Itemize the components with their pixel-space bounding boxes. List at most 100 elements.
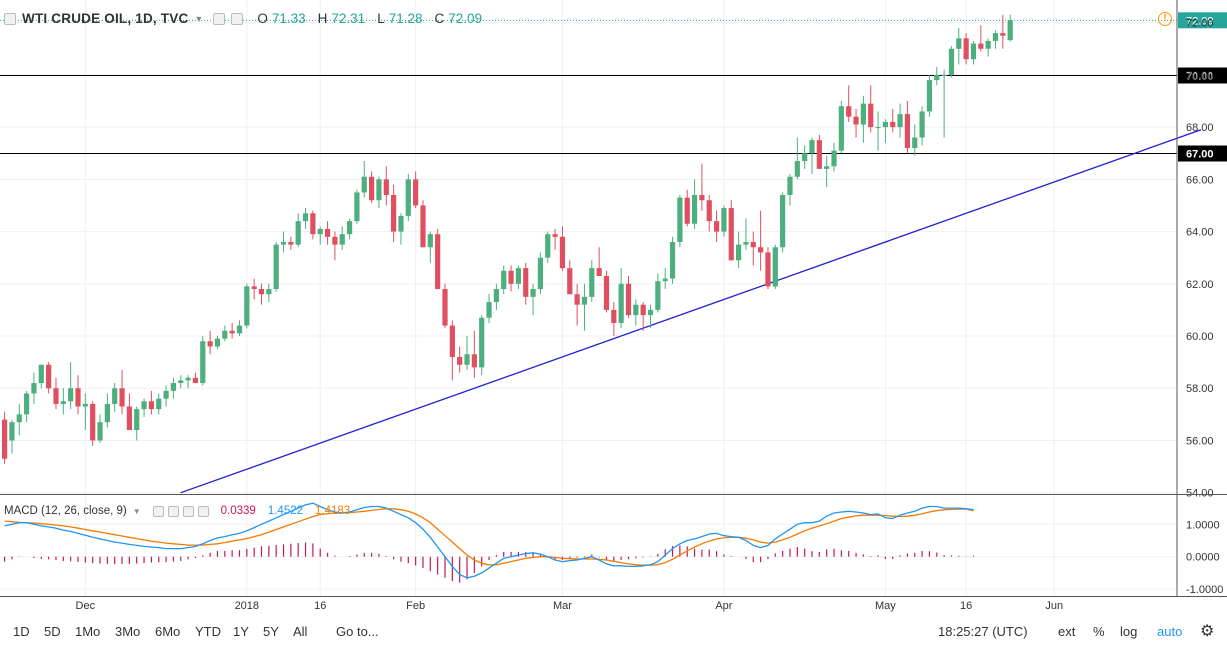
candle-body <box>391 195 397 232</box>
candle-body <box>970 43 977 60</box>
eye-icon[interactable] <box>152 505 164 517</box>
candle-body <box>90 403 96 441</box>
candle-body <box>200 341 206 384</box>
range-ytd-button[interactable]: YTD <box>195 624 221 639</box>
settings-gear-icon[interactable]: ⚙ <box>1200 623 1215 640</box>
goto-button[interactable]: Go to... <box>336 624 379 639</box>
settings-icon[interactable] <box>231 12 244 25</box>
range-1mo-button[interactable]: 1Mo <box>75 624 101 639</box>
candle-body <box>222 330 228 339</box>
last-price-label: 72.09 <box>1186 15 1214 27</box>
candle-body <box>31 383 37 394</box>
trendline-layer <box>180 129 1202 494</box>
macd-pane: 1.0000 0.0000 -1.0000 <box>0 502 1223 596</box>
y-tick-label: 72.00 <box>1186 18 1214 30</box>
candle-body <box>765 252 771 287</box>
y-tick-label: 62.00 <box>1186 279 1214 291</box>
x-tick-label: May <box>875 600 896 612</box>
open-value: 71.33 <box>271 11 306 26</box>
range-5d-button[interactable]: 5D <box>44 624 61 639</box>
candle-body <box>838 106 844 151</box>
candle-body <box>978 43 984 49</box>
candle-body <box>625 283 632 316</box>
eye-icon[interactable] <box>213 12 226 25</box>
macd-title[interactable]: MACD (12, 26, close, 9) <box>4 505 127 517</box>
y-tick-label: 56.00 <box>1186 435 1214 447</box>
candle-body <box>802 153 808 162</box>
level-price-label: 70.00 <box>1186 71 1214 83</box>
range-5y-button[interactable]: 5Y <box>263 624 279 639</box>
candle-body <box>846 106 852 117</box>
candle-body <box>780 195 786 248</box>
candle-body <box>376 179 382 201</box>
candle-body <box>266 289 272 295</box>
candle-body <box>736 244 742 261</box>
candle-body <box>515 268 521 284</box>
candle-body <box>420 205 426 248</box>
candle-body <box>699 195 705 201</box>
candle-body <box>567 268 573 295</box>
symbol-legend: WTI CRUDE OIL, 1D, TVC ▼ O 71.33 H 72.31 L… <box>4 11 482 26</box>
candle-body <box>684 197 690 224</box>
settings-icon[interactable] <box>167 505 179 517</box>
auto-toggle[interactable]: auto <box>1157 624 1183 639</box>
candle-body <box>68 388 74 402</box>
macd-y-tick-label: -1.0000 <box>1186 584 1223 596</box>
x-tick-label: Jun <box>1045 600 1063 612</box>
candle-body <box>501 270 507 290</box>
candle-body <box>794 161 800 177</box>
candle-body <box>427 234 433 248</box>
close-value: 72.09 <box>448 11 483 26</box>
candle-body <box>339 234 345 245</box>
macd-signal-value: 1.4183 <box>315 505 351 517</box>
candle-body <box>868 103 874 128</box>
range-6mo-button[interactable]: 6Mo <box>155 624 181 639</box>
candle-body <box>912 137 918 149</box>
percent-toggle[interactable]: % <box>1093 624 1105 639</box>
range-1d-button[interactable]: 1D <box>13 624 30 639</box>
candle-body <box>926 80 933 112</box>
range-1y-button[interactable]: 1Y <box>233 624 249 639</box>
ext-toggle[interactable]: ext <box>1058 624 1076 639</box>
add-icon[interactable] <box>182 505 194 517</box>
candle-body <box>442 289 448 326</box>
x-tick-label: 2018 <box>235 600 259 612</box>
y-tick-label: 54.00 <box>1186 488 1214 500</box>
candle-body <box>75 388 81 407</box>
warning-icon[interactable]: ! <box>1158 12 1172 26</box>
candle-body <box>919 111 925 138</box>
candle-body <box>897 114 903 128</box>
range-3mo-button[interactable]: 3Mo <box>115 624 141 639</box>
candle-body <box>369 176 375 201</box>
candle-body <box>236 325 243 334</box>
candle-body <box>669 242 676 279</box>
last-price-tag <box>1178 12 1227 29</box>
candle-body <box>875 127 881 129</box>
y-tick-label: 58.00 <box>1186 383 1214 395</box>
chart-canvas[interactable]: 70.00 67.00 72.09 1.0000 0.0000 -1.0000 54.… <box>0 0 1227 614</box>
candle-body <box>457 356 463 365</box>
range-all-button[interactable]: All <box>293 624 308 639</box>
close-icon[interactable] <box>197 505 209 517</box>
candle-body <box>332 236 338 245</box>
candle-body <box>662 278 668 282</box>
close-key: C <box>434 11 445 26</box>
x-tick-label: Dec <box>76 600 96 612</box>
candle-body <box>302 213 309 222</box>
candle-body <box>589 268 595 297</box>
candle-body <box>545 234 551 258</box>
open-key: O <box>257 11 268 26</box>
candle-body <box>141 401 147 410</box>
candle-body <box>816 140 822 169</box>
candle-body <box>890 121 896 128</box>
x-tick-label: Apr <box>715 600 732 612</box>
symbol-title[interactable]: WTI CRUDE OIL, 1D, TVC <box>22 11 189 26</box>
chevron-down-icon[interactable]: ▼ <box>194 13 204 24</box>
candle-body <box>772 247 778 287</box>
log-toggle[interactable]: log <box>1120 624 1138 639</box>
macd-value: 1.4522 <box>267 505 304 517</box>
chevron-down-icon[interactable]: ▼ <box>132 506 141 516</box>
candle-body <box>831 150 837 167</box>
collapse-toggle-icon[interactable] <box>4 12 16 25</box>
